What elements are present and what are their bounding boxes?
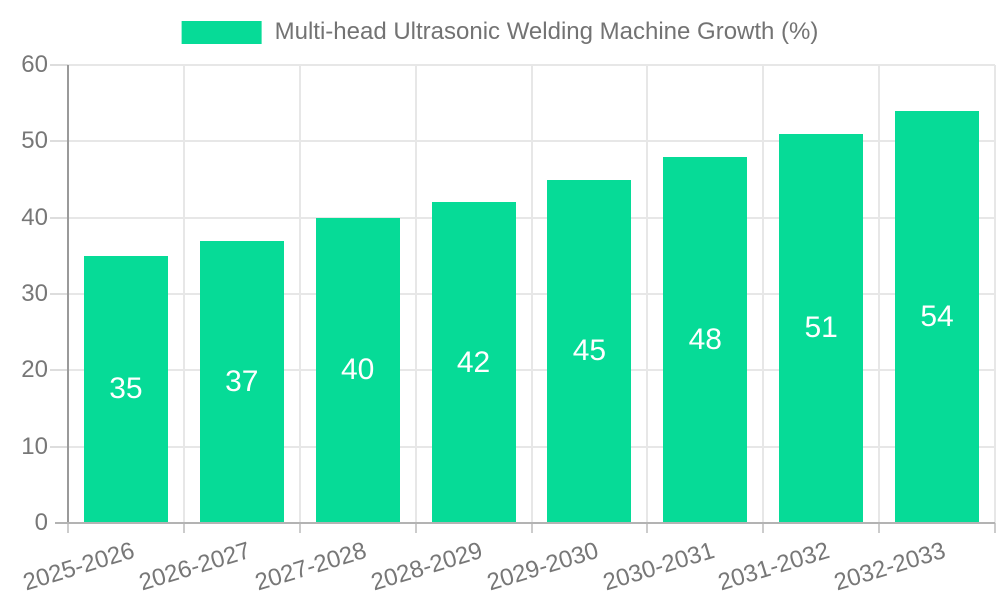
x-axis-tick-label: 2032-2033: [831, 537, 949, 597]
gridline-vertical: [762, 65, 765, 523]
bar-value-label: 45: [572, 334, 607, 368]
y-axis-tick-label: 10: [21, 432, 48, 460]
y-axis-tick: [50, 216, 68, 219]
x-axis-tick: [994, 523, 996, 533]
bar[interactable]: 40: [315, 217, 400, 523]
x-axis-tick: [414, 523, 417, 533]
bar-value-label: 37: [225, 364, 259, 398]
gridline-vertical: [530, 65, 533, 523]
bar[interactable]: 45: [547, 179, 632, 523]
x-axis-tick-label: 2030-2031: [599, 537, 718, 597]
gridline-vertical: [994, 65, 996, 523]
x-axis-tick-label: 2026-2027: [136, 537, 254, 597]
bar-value-label: 35: [109, 372, 143, 406]
gridline-vertical: [182, 65, 185, 523]
gridline-vertical: [298, 65, 301, 523]
y-axis-tick: [50, 445, 68, 448]
y-axis-tick: [50, 293, 68, 295]
x-axis-tick: [182, 523, 185, 533]
y-axis-line: [67, 65, 69, 524]
x-axis-tick: [762, 523, 765, 533]
x-axis-tick: [530, 523, 533, 533]
x-axis-tick: [646, 523, 649, 533]
chart-legend[interactable]: Multi-head Ultrasonic Welding Machine Gr…: [181, 18, 819, 46]
y-axis-tick-label: 0: [34, 509, 48, 536]
x-axis-tick: [878, 523, 881, 533]
y-axis-tick: [50, 64, 68, 66]
x-axis-tick: [298, 523, 301, 533]
x-axis-tick: [67, 523, 69, 533]
gridline-vertical: [878, 65, 881, 523]
bar-value-label: 51: [804, 311, 838, 345]
legend-swatch-icon: [181, 20, 262, 44]
gridline-vertical: [646, 65, 649, 523]
x-axis-line: [55, 522, 995, 524]
bar-value-label: 42: [456, 345, 491, 379]
bar-value-label: 40: [341, 353, 375, 387]
x-axis-tick-label: 2029-2030: [483, 537, 602, 597]
bar[interactable]: 51: [779, 133, 864, 523]
x-axis-tick-label: 2025-2026: [20, 537, 138, 597]
bar[interactable]: 48: [663, 156, 748, 523]
plot-area: 35 37 40 42 45 48 51 54: [68, 64, 996, 523]
bar-value-label: 54: [920, 299, 954, 333]
y-axis-tick-label: 30: [21, 280, 48, 307]
y-axis-tick-label: 60: [21, 51, 48, 78]
y-axis-tick-label: 20: [21, 356, 48, 384]
bar[interactable]: 37: [199, 240, 284, 523]
y-axis-tick: [50, 140, 68, 143]
x-axis-tick-label: 2027-2028: [251, 537, 370, 597]
y-axis-tick-label: 40: [21, 203, 48, 231]
legend-label: Multi-head Ultrasonic Welding Machine Gr…: [274, 18, 819, 45]
y-axis-tick: [50, 369, 68, 372]
x-axis-tick-label: 2028-2029: [367, 537, 486, 597]
gridline-vertical: [414, 65, 417, 523]
bar[interactable]: 35: [83, 255, 168, 523]
bar[interactable]: 54: [895, 110, 980, 523]
y-axis-tick-label: 50: [21, 127, 48, 155]
bar[interactable]: 42: [431, 202, 516, 523]
x-axis-tick-label: 2031-2032: [715, 537, 834, 597]
bar-value-label: 48: [688, 322, 722, 356]
